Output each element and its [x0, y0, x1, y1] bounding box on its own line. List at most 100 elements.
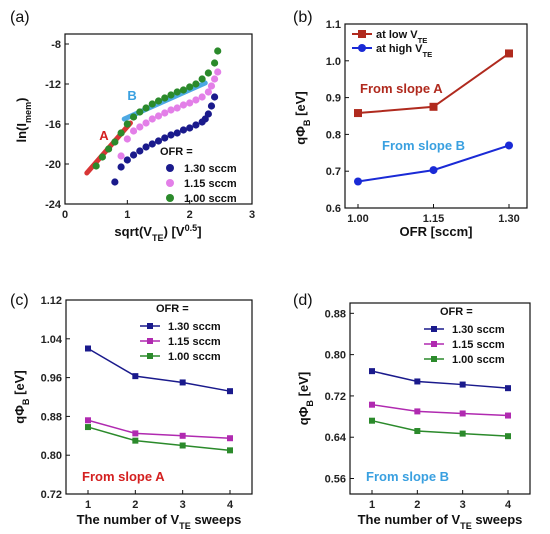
y-axis-label-a: ln(Imem): [14, 97, 33, 142]
legend-marker-d-1: [431, 341, 437, 347]
ytick-label-d: 0.64: [325, 432, 347, 444]
ytick-label-b: 0.6: [326, 203, 341, 215]
scatter-point-0-12: [186, 124, 194, 132]
scatter-point-1-14: [204, 88, 212, 96]
xtick-label-b: 1.15: [423, 213, 444, 225]
legend-title-c: OFR =: [156, 303, 189, 315]
scatter-point-2-11: [161, 94, 169, 102]
scatter-point-1-16: [211, 75, 219, 83]
data-point-d-1-2: [459, 410, 466, 417]
data-point-d-2-3: [505, 433, 511, 440]
ytick-label-d: 0.80: [325, 350, 346, 362]
scatter-point-2-17: [198, 75, 206, 83]
scatter-point-2-0: [92, 162, 100, 170]
ytick-label-c: 0.96: [41, 373, 62, 385]
data-point-c-1-3: [227, 435, 233, 442]
annotation-A: A: [99, 128, 109, 143]
xtick-label-c: 3: [180, 499, 186, 511]
annotation-slope-b-b: From slope B: [382, 138, 465, 153]
annotation-c: From slope A: [82, 469, 165, 484]
ytick-label-b: 0.7: [326, 166, 341, 178]
scatter-point-0-2: [123, 156, 131, 164]
scatter-point-2-18: [204, 69, 212, 77]
x-axis-label-a: sqrt(VTE) [V0.5]: [114, 223, 201, 243]
panel-label-a: (a): [10, 9, 30, 26]
xtick-label-c: 4: [227, 499, 234, 511]
scatter-point-0-17: [207, 102, 216, 110]
scatter-point-2-3: [111, 138, 119, 146]
y-axis-label-b: qΦB [eV]: [293, 91, 312, 144]
data-point-c-1-0: [85, 417, 91, 424]
scatter-point-2-20: [214, 47, 222, 55]
series-line-d-0: [371, 370, 509, 389]
annotation-d: From slope B: [366, 469, 449, 484]
data-point-c-0-0: [85, 345, 91, 352]
data-point-c-1-1: [132, 430, 139, 437]
data-point-c-2-3: [227, 447, 233, 454]
xtick-label-c: 2: [132, 499, 138, 511]
data-point-d-2-2: [459, 430, 466, 437]
xtick-label-b: 1.30: [498, 213, 519, 225]
annotation-B: B: [127, 88, 136, 103]
data-point-b-0-2: [505, 49, 513, 58]
scatter-point-1-12: [192, 96, 200, 104]
data-point-d-0-2: [459, 381, 466, 388]
ytick-label-b: 0.8: [326, 129, 341, 141]
data-point-b-0-0: [354, 109, 362, 118]
xtick-label-a: 2: [187, 209, 193, 221]
x-axis-label-c: The number of VTE sweeps: [77, 512, 242, 531]
x-axis-label-b: OFR [sccm]: [400, 224, 473, 239]
scatter-point-1-10: [179, 101, 188, 109]
legend-label-a-0: 1.30 sccm: [184, 163, 237, 175]
scatter-point-2-19: [211, 59, 219, 67]
ytick-label-a: -12: [45, 79, 61, 91]
ytick-label-b: 0.9: [326, 93, 341, 105]
ytick-label-a: -8: [51, 39, 61, 51]
data-point-c-2-0: [85, 424, 91, 431]
ytick-label-b: 1.1: [326, 19, 341, 31]
scatter-point-0-4: [136, 147, 144, 155]
x-axis-label-d: The number of VTE sweeps: [358, 512, 523, 531]
xtick-label-d: 2: [414, 499, 420, 511]
scatter-point-1-17: [214, 68, 222, 76]
legend-marker-c-2: [147, 353, 153, 359]
legend-marker-a-2: [166, 194, 174, 202]
y-axis-label-c: qΦB [eV]: [12, 370, 31, 423]
legend-label-a-2: 1.00 sccm: [184, 193, 237, 205]
scatter-point-2-6: [129, 113, 138, 121]
scatter-point-0-3: [129, 151, 138, 159]
panel-label-d: (d): [293, 292, 313, 309]
ytick-label-d: 0.88: [325, 308, 346, 320]
data-point-c-2-1: [132, 437, 139, 444]
xtick-label-d: 4: [505, 499, 512, 511]
data-point-d-1-0: [369, 401, 375, 408]
ytick-label-c: 0.72: [41, 489, 62, 501]
scatter-point-0-7: [154, 137, 163, 145]
xtick-label-a: 0: [62, 209, 68, 221]
xtick-label-a: 3: [249, 209, 255, 221]
data-point-d-0-0: [369, 368, 375, 375]
ytick-label-c: 1.12: [41, 295, 62, 307]
scatter-point-0-5: [142, 143, 150, 151]
legend-marker-b-1: [358, 44, 366, 52]
scatter-point-0-16: [204, 110, 212, 118]
scatter-point-0-6: [148, 140, 156, 148]
y-axis-label-d: qΦB [eV]: [296, 372, 315, 425]
scatter-point-2-8: [142, 104, 150, 112]
ytick-label-a: -20: [45, 159, 61, 171]
ytick-label-d: 0.56: [325, 474, 346, 486]
plot-frame-c: [65, 299, 253, 495]
scatter-point-2-1: [98, 153, 106, 161]
legend-title-d: OFR =: [440, 306, 473, 318]
data-point-b-1-2: [505, 141, 513, 150]
scatter-point-0-18: [211, 93, 219, 101]
plot-frame-b: [344, 23, 528, 209]
scatter-point-2-12: [167, 91, 175, 99]
ytick-label-c: 0.80: [41, 450, 62, 462]
scatter-point-1-9: [173, 104, 181, 112]
scatter-point-2-2: [105, 145, 113, 153]
legend-marker-a-0: [166, 164, 174, 172]
panel-label-c: (c): [10, 292, 29, 309]
legend-label-c-0: 1.30 sccm: [168, 321, 221, 333]
data-point-c-1-2: [179, 432, 186, 439]
